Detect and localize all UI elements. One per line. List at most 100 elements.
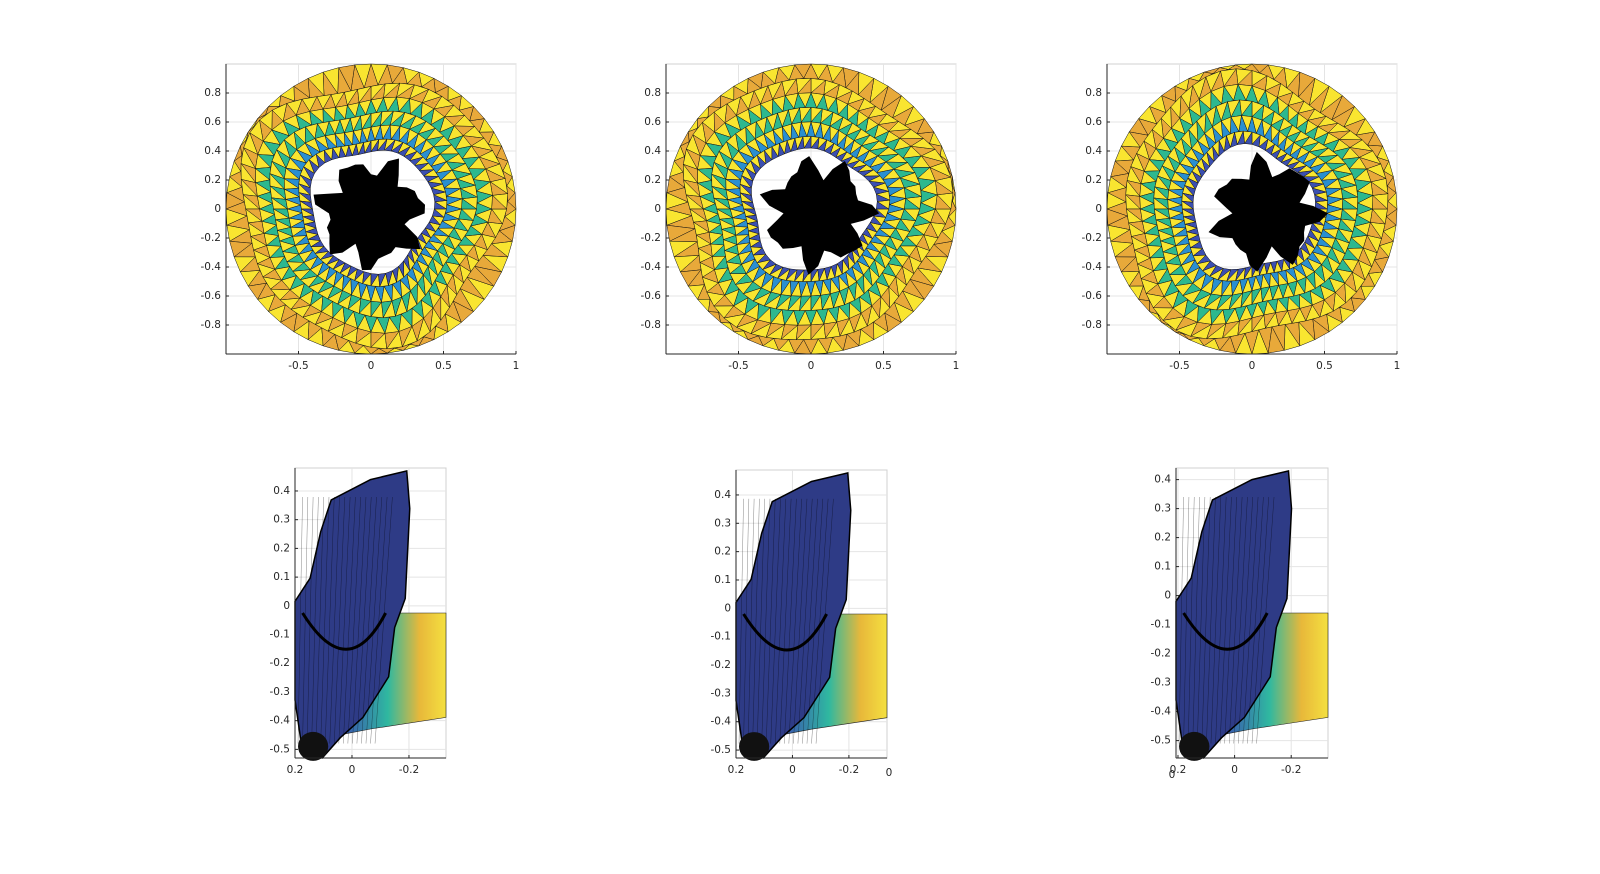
- mesh-line: [806, 498, 824, 744]
- y-tick-label: -0.5: [711, 744, 732, 756]
- x-tick-label: 0.2: [287, 764, 304, 776]
- mesh-line: [1224, 496, 1237, 744]
- y-tick-label: -0.1: [711, 631, 732, 643]
- mesh-line: [1201, 496, 1211, 744]
- mesh-line: [1187, 496, 1195, 744]
- x-tick-label: 0.5: [875, 360, 892, 372]
- surface-lobe: [1179, 731, 1210, 761]
- mesh-line: [361, 496, 377, 744]
- x-tick-label: 0: [1249, 360, 1256, 372]
- y-tick-label: -0.8: [641, 319, 662, 331]
- y-tick-label: -0.6: [201, 290, 222, 302]
- y-tick-label: 0.2: [1154, 532, 1171, 544]
- y-tick-label: 0.6: [1085, 116, 1102, 128]
- mesh-line: [320, 496, 330, 744]
- mesh-line: [1183, 496, 1190, 744]
- y-tick-label: 0: [724, 602, 731, 614]
- mesh-line: [743, 498, 750, 744]
- y-tick-label: -0.4: [270, 715, 291, 727]
- y-tick-label: 0.1: [714, 574, 731, 586]
- mesh-line: [1233, 496, 1248, 744]
- mesh-core: [1208, 151, 1329, 272]
- x-tick-label: 0: [349, 764, 356, 776]
- y-tick-label: -0.8: [1082, 319, 1103, 331]
- mesh-line: [1256, 496, 1275, 744]
- y-tick-label: 0.6: [204, 116, 221, 128]
- mesh-line: [365, 496, 383, 744]
- mesh-line: [761, 498, 771, 744]
- y-tick-label: 0.3: [714, 517, 731, 529]
- surface-lobe: [298, 731, 329, 761]
- mesh-line: [1178, 496, 1184, 744]
- y-tick-label: 0.2: [1085, 174, 1102, 186]
- mesh-line: [343, 496, 356, 744]
- y-tick-label: -0.3: [1151, 677, 1172, 689]
- mesh-line: [352, 496, 367, 744]
- mesh-line: [1251, 496, 1269, 744]
- y-tick-label: 0.1: [1154, 561, 1171, 573]
- mesh-line: [738, 498, 744, 744]
- y-tick-label: 0.4: [714, 489, 731, 501]
- x-tick-label: 0.2: [728, 764, 745, 776]
- y-tick-label: 0.4: [204, 145, 221, 157]
- mesh-line: [325, 496, 335, 744]
- plot-content: [1106, 63, 1398, 355]
- x-tick-label: 0: [789, 764, 796, 776]
- mesh-line: [784, 498, 797, 744]
- y-tick-label: 0: [654, 203, 661, 215]
- y-tick-label: 0: [283, 600, 290, 612]
- mesh-line: [756, 498, 765, 744]
- x-tick-label: -0.5: [288, 360, 309, 372]
- mesh-line: [793, 498, 808, 744]
- mesh-line: [347, 496, 361, 744]
- mesh-line: [334, 496, 346, 744]
- y-tick-label: -0.4: [1151, 706, 1172, 718]
- x-tick-label: -0.2: [399, 764, 420, 776]
- surface-fold: [1182, 612, 1269, 651]
- x-tick-label: -0.2: [839, 764, 860, 776]
- mesh-line: [1242, 496, 1259, 744]
- mesh-line: [802, 498, 818, 744]
- mesh-line: [315, 496, 324, 744]
- y-tick-label: 0.3: [1154, 503, 1171, 515]
- mesh-face: [697, 299, 711, 313]
- mesh-face: [434, 201, 448, 210]
- plot-content: [735, 471, 888, 761]
- x-tick-label: 1: [513, 360, 520, 372]
- mesh-face: [1138, 299, 1150, 313]
- y-tick-label: -0.2: [1082, 232, 1103, 244]
- x-tick-label: 0: [808, 360, 815, 372]
- mesh-line: [1197, 496, 1206, 744]
- y-tick-label: 0.4: [1085, 145, 1102, 157]
- mesh-line: [747, 498, 755, 744]
- mesh-face: [696, 105, 709, 119]
- mesh-line: [1192, 496, 1200, 744]
- x-tick-label: 1: [953, 360, 960, 372]
- mesh-line: [1206, 496, 1216, 744]
- y-tick-label: -0.1: [270, 629, 291, 641]
- plot-content: [665, 63, 957, 355]
- mesh-line: [1210, 496, 1222, 744]
- plot-content: [294, 469, 447, 761]
- mesh-line: [766, 498, 776, 744]
- y-tick-label: 0: [1095, 203, 1102, 215]
- y-tick-label: -0.8: [201, 319, 222, 331]
- y-tick-label: 0.2: [204, 174, 221, 186]
- y-tick-label: -0.3: [270, 686, 291, 698]
- mesh-face: [1314, 201, 1329, 210]
- plot-content: [1175, 469, 1329, 761]
- mesh-line: [297, 496, 303, 744]
- surface-body: [735, 471, 852, 759]
- y-tick-label: -0.2: [201, 232, 222, 244]
- x-tick-label: 0.5: [1316, 360, 1333, 372]
- x-tick-label: -0.2: [1281, 764, 1302, 776]
- mesh-face: [267, 95, 281, 107]
- y-tick-label: 0.6: [644, 116, 661, 128]
- y-tick-label: -0.5: [270, 743, 291, 755]
- mesh-line: [1247, 496, 1264, 744]
- z-tick-label: 0: [886, 767, 893, 779]
- y-tick-label: 0.2: [714, 546, 731, 558]
- mesh-core: [759, 156, 880, 275]
- x-tick-label: 0.5: [435, 360, 452, 372]
